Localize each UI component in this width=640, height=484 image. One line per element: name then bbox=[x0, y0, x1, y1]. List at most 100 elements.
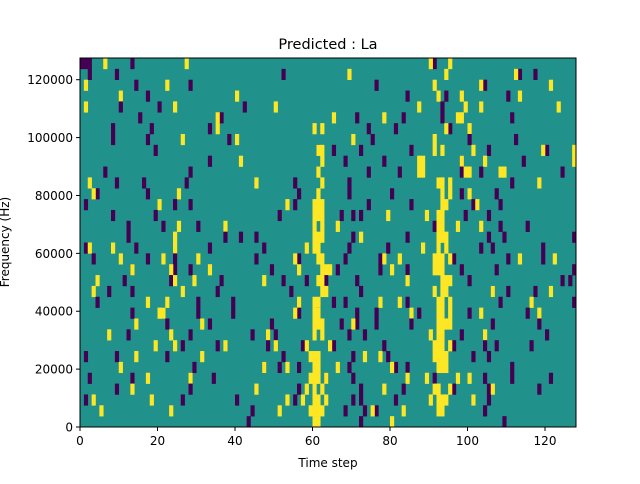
heatmap-cell-low bbox=[111, 123, 116, 135]
heatmap-cell-low bbox=[355, 275, 360, 287]
heatmap-cell-high bbox=[118, 361, 123, 374]
heatmap-cell-high bbox=[130, 383, 135, 395]
heatmap-cell-high bbox=[87, 177, 92, 189]
heatmap-cell-high bbox=[91, 285, 96, 298]
heatmap-cell-low bbox=[173, 253, 178, 265]
heatmap-cell-low bbox=[343, 296, 348, 308]
heatmap-cell-low bbox=[215, 285, 220, 298]
heatmap-cell-high bbox=[421, 155, 426, 167]
x-tick-label: 20 bbox=[150, 434, 165, 448]
heatmap-cell-high bbox=[312, 416, 317, 428]
heatmap-cell-high bbox=[328, 264, 333, 276]
heatmap-cell-high bbox=[312, 372, 317, 384]
heatmap-cell-high bbox=[304, 340, 309, 352]
heatmap-cell-high bbox=[169, 264, 174, 276]
heatmap-cell-high bbox=[316, 199, 321, 211]
heatmap-cell-high bbox=[312, 209, 317, 222]
heatmap-cell-high bbox=[390, 361, 395, 374]
heatmap-cell-low bbox=[401, 383, 406, 395]
heatmap-cell-high bbox=[180, 285, 185, 298]
heatmap-cell-low bbox=[378, 253, 383, 265]
heatmap-cell-high bbox=[316, 405, 321, 417]
heatmap-cell-high bbox=[440, 144, 445, 156]
heatmap-cell-low bbox=[180, 340, 185, 352]
heatmap-cell-high bbox=[359, 231, 364, 243]
heatmap-cell-high bbox=[320, 253, 325, 265]
heatmap-cell-high bbox=[444, 275, 449, 287]
heatmap-cell-high bbox=[312, 383, 317, 395]
heatmap-cell-low bbox=[486, 209, 492, 222]
heatmap-cell-high bbox=[215, 112, 220, 124]
heatmap-cell-high bbox=[207, 264, 213, 276]
heatmap-cell-high bbox=[145, 372, 151, 384]
heatmap-cell-high bbox=[351, 133, 356, 146]
heatmap-cell-low bbox=[510, 372, 515, 384]
heatmap-cell-low bbox=[83, 58, 89, 70]
heatmap-cell-low bbox=[405, 264, 410, 276]
heatmap-cell-low bbox=[545, 144, 550, 156]
heatmap-cell-high bbox=[285, 199, 290, 211]
heatmap-cell-high bbox=[541, 144, 546, 156]
heatmap-cell-low bbox=[188, 199, 193, 211]
heatmap-cell-high bbox=[440, 318, 445, 330]
heatmap-cell-high bbox=[83, 101, 89, 113]
heatmap-cell-low bbox=[331, 340, 337, 352]
heatmap-cell-low bbox=[448, 123, 453, 135]
heatmap-cell-low bbox=[374, 405, 379, 417]
heatmap-cell-low bbox=[227, 133, 232, 146]
heatmap-cell-high bbox=[215, 123, 220, 135]
heatmap-cell-high bbox=[517, 90, 523, 102]
heatmap-cell-high bbox=[440, 405, 445, 417]
heatmap-cell-high bbox=[95, 275, 100, 287]
heatmap-cell-low bbox=[165, 318, 170, 330]
heatmap-cell-low bbox=[87, 372, 92, 384]
heatmap-cell-high bbox=[308, 405, 313, 417]
heatmap-cell-low bbox=[521, 155, 526, 167]
heatmap-cell-low bbox=[297, 307, 302, 319]
heatmap-cell-low bbox=[386, 242, 391, 254]
heatmap-cell-high bbox=[440, 275, 445, 287]
heatmap-cell-high bbox=[432, 144, 437, 156]
heatmap-cell-low bbox=[269, 318, 275, 330]
heatmap-cell-high bbox=[130, 264, 135, 276]
heatmap-cell-low bbox=[215, 340, 220, 352]
heatmap-cell-high bbox=[444, 123, 449, 135]
heatmap-cell-high bbox=[428, 329, 433, 341]
heatmap-cell-high bbox=[548, 285, 554, 298]
heatmap-cell-high bbox=[432, 285, 437, 298]
heatmap-cell-high bbox=[320, 123, 325, 135]
heatmap-cell-low bbox=[269, 264, 275, 276]
heatmap-cell-high bbox=[320, 275, 325, 287]
heatmap-cell-low bbox=[118, 101, 123, 113]
heatmap-cell-high bbox=[176, 220, 182, 232]
heatmap-cell-low bbox=[483, 372, 488, 384]
heatmap-cell-high bbox=[440, 361, 445, 374]
y-axis-label: Frequency (Hz) bbox=[0, 197, 12, 288]
heatmap-cell-high bbox=[285, 394, 290, 406]
x-tick-label: 40 bbox=[227, 434, 242, 448]
heatmap-cell-low bbox=[517, 68, 523, 80]
heatmap-cell-low bbox=[498, 296, 503, 308]
x-tick-label: 80 bbox=[382, 434, 397, 448]
heatmap-cell-high bbox=[444, 242, 449, 254]
heatmap-cell-low bbox=[572, 231, 577, 243]
heatmap-cell-high bbox=[459, 90, 464, 102]
heatmap-cell-low bbox=[378, 264, 383, 276]
heatmap-cell-low bbox=[293, 394, 298, 406]
heatmap-cell-high bbox=[165, 296, 170, 308]
heatmap-cell-high bbox=[378, 296, 383, 308]
heatmap-cell-low bbox=[467, 307, 472, 319]
heatmap-cell-low bbox=[188, 264, 193, 276]
heatmap-cell-low bbox=[130, 372, 135, 384]
heatmap-cell-high bbox=[440, 285, 445, 298]
heatmap-cell-low bbox=[351, 351, 356, 363]
heatmap-cell-high bbox=[556, 101, 561, 113]
heatmap-cell-low bbox=[347, 188, 352, 200]
heatmap-cell-low bbox=[347, 361, 352, 374]
heatmap-cell-high bbox=[320, 144, 325, 156]
heatmap-cell-low bbox=[300, 340, 306, 352]
heatmap-cell-low bbox=[331, 296, 337, 308]
heatmap-cell-high bbox=[347, 68, 352, 80]
heatmap-cell-low bbox=[417, 307, 422, 319]
heatmap-cell-high bbox=[440, 296, 445, 308]
